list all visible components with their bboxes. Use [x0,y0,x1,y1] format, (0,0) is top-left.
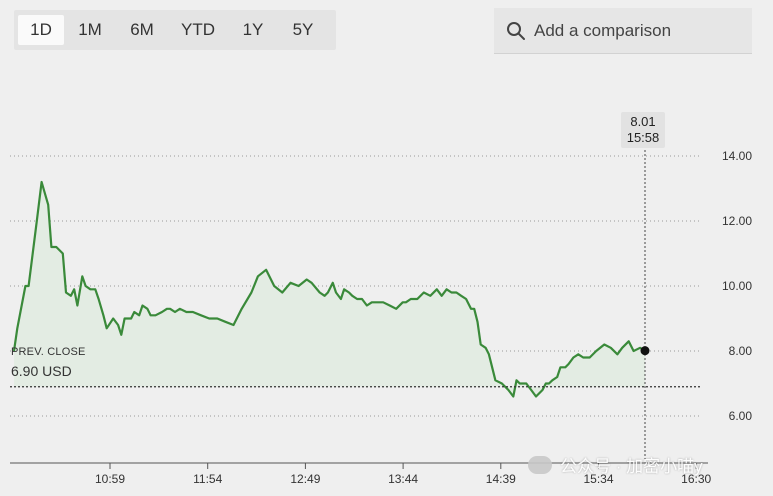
x-tick-label: 16:30 [681,472,711,486]
x-axis: 10:59 11:54 12:49 13:44 14:39 15:34 16:30 [10,462,712,486]
watermark-text: 公众号 · 加密小喵y [560,457,703,476]
price-area-fill [14,182,645,397]
tooltip-price: 8.01 [630,114,656,129]
wechat-icon [528,455,552,474]
y-tick-label: 10.00 [722,279,752,293]
range-button-5y[interactable]: 5Y [292,20,314,39]
range-button-ytd[interactable]: YTD [181,20,215,39]
range-button-1y[interactable]: 1Y [242,20,264,39]
x-tick-label: 12:49 [290,472,320,486]
y-tick-label: 12.00 [722,214,752,228]
y-tick-label: 6.00 [729,409,753,423]
y-axis: 14.00 12.00 10.00 8.00 6.00 [722,149,752,423]
price-tooltip: 8.01 15:58 [621,112,665,148]
range-button-6m[interactable]: 6M [130,20,154,39]
watermark: 公众号 · 加密小喵y [528,452,703,477]
last-price-marker[interactable] [640,346,650,356]
x-tick-label: 11:54 [193,472,222,486]
range-button-1m[interactable]: 1M [78,20,102,39]
range-button-1d[interactable]: 1D [18,15,64,45]
y-tick-label: 8.00 [729,344,753,358]
x-tick-label: 10:59 [95,472,125,486]
price-line [12,180,646,398]
x-tick-label: 13:44 [388,472,418,486]
x-tick-label: 15:34 [583,472,613,486]
prev-close-label: PREV. CLOSE [11,346,86,358]
comparison-placeholder: Add a comparison [534,20,672,40]
x-tick-label: 14:39 [486,472,516,486]
time-range-selector: 1D 1M 6M YTD 1Y 5Y [14,10,336,50]
prev-close-value: 6.90 USD [11,363,72,379]
search-icon [507,21,525,40]
comparison-search-input[interactable]: Add a comparison [494,8,752,54]
tooltip-time: 15:58 [626,130,660,145]
y-tick-label: 14.00 [722,149,752,163]
